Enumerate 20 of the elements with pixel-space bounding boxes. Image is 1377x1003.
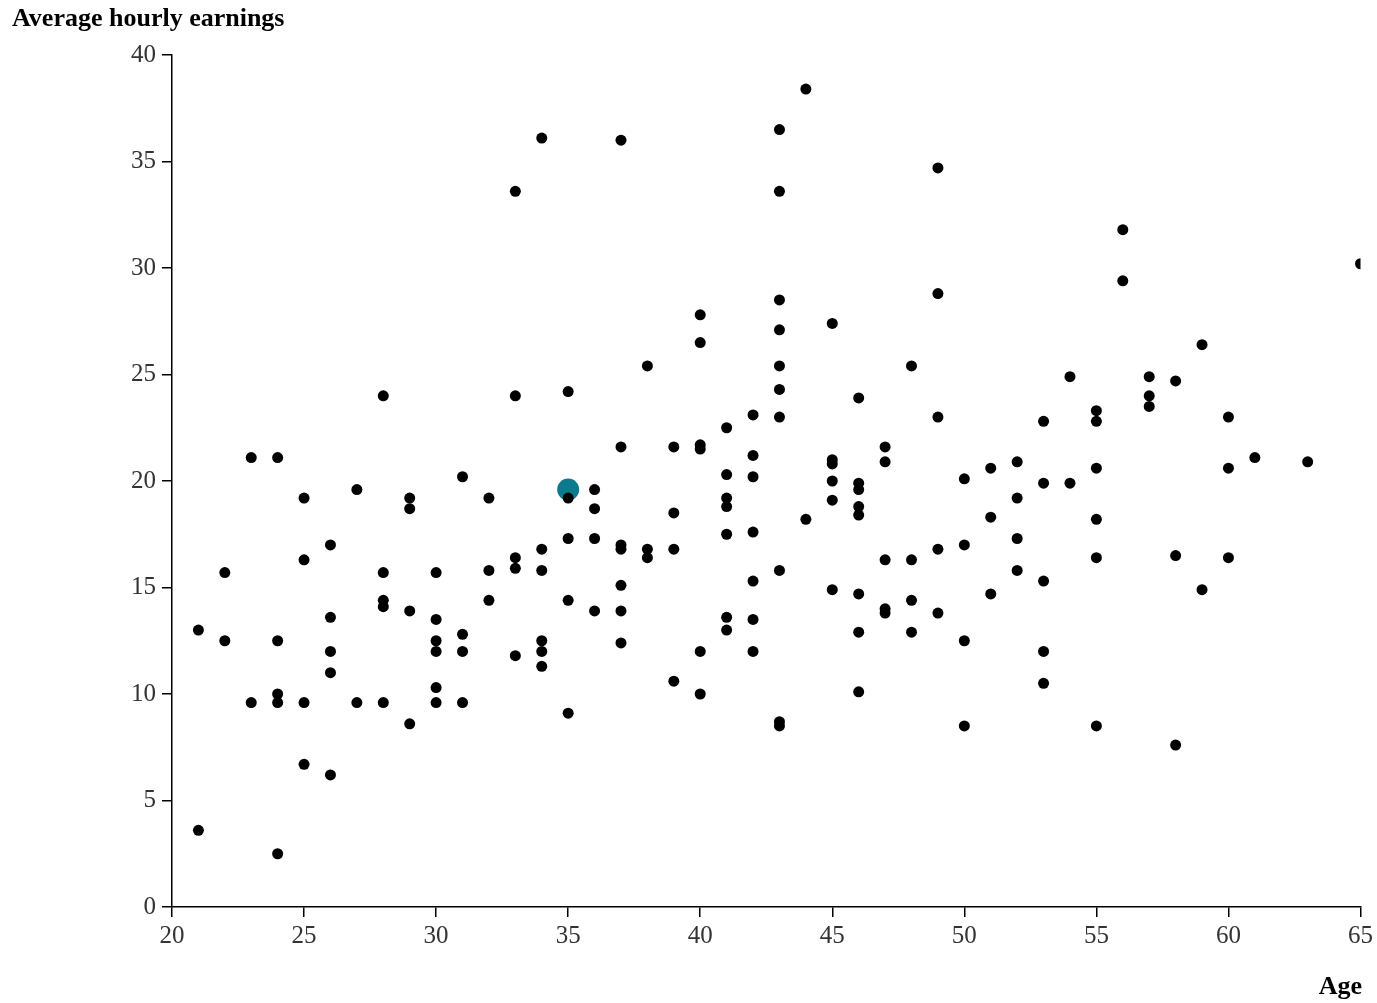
- x-tick-label: 50: [951, 920, 977, 948]
- x-tick-label: 40: [687, 920, 713, 948]
- x-tick-label: 65: [1348, 920, 1373, 948]
- y-tick-label: 30: [131, 252, 156, 280]
- x-tick-label: 55: [1083, 920, 1109, 948]
- y-tick-label: 20: [131, 465, 156, 493]
- y-tick-label: 10: [131, 678, 156, 706]
- x-tick-label: 25: [291, 920, 317, 948]
- y-tick-label: 35: [131, 146, 156, 174]
- y-tick-label: 5: [143, 785, 156, 813]
- x-tick-label: 60: [1215, 920, 1241, 948]
- y-tick-label: 40: [131, 39, 156, 67]
- y-tick-label: 0: [143, 891, 156, 919]
- y-axis-title: Average hourly earnings: [12, 2, 285, 32]
- x-tick-label: 35: [555, 920, 581, 948]
- y-tick-label: 15: [131, 572, 156, 600]
- y-tick-label: 25: [131, 359, 156, 387]
- x-axis-title: Age: [1318, 970, 1362, 1000]
- x-tick-label: 45: [819, 920, 845, 948]
- x-tick-label: 30: [423, 920, 449, 948]
